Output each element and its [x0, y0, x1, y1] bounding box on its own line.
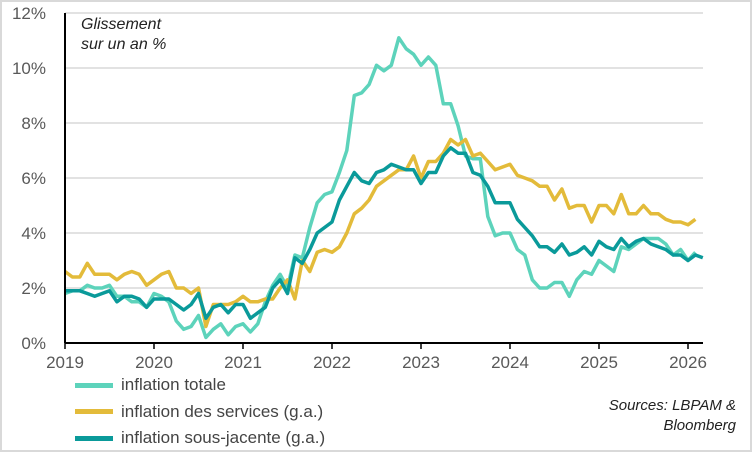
x-tick-label: 2022 — [313, 353, 351, 372]
y-tick-label: 8% — [21, 114, 46, 133]
axes — [64, 13, 703, 349]
x-tick-label: 2023 — [402, 353, 440, 372]
x-tick-label: 2026 — [669, 353, 707, 372]
x-tick-label: 2021 — [224, 353, 262, 372]
series-line-total — [64, 36, 697, 340]
legend-item-core: inflation sous-jacente (g.a.) — [75, 425, 325, 452]
legend-item-total: inflation totale — [75, 372, 325, 399]
legend-label-services: inflation des services (g.a.) — [121, 401, 324, 421]
legend-item-services: inflation des services (g.a.) — [75, 399, 325, 426]
x-tick-label: 2020 — [135, 353, 173, 372]
chart-annotation: Glissement sur un an % — [81, 15, 166, 55]
annotation-line-2: sur un an % — [81, 36, 167, 53]
annotation-line-1: Glissement — [81, 16, 162, 33]
x-tick-label: 2024 — [491, 353, 529, 372]
sources-note: Sources: LBPAM & Bloomberg — [609, 396, 736, 436]
y-tick-label: 2% — [21, 279, 46, 298]
series-line-services — [63, 137, 697, 329]
x-tick-label: 2025 — [580, 353, 618, 372]
legend-swatch-total — [75, 382, 113, 388]
sources-line-1: Sources: LBPAM & — [608, 397, 736, 414]
y-tick-label: 12% — [12, 4, 46, 23]
x-tick-label: 2019 — [46, 353, 84, 372]
sources-line-2: Bloomberg — [663, 417, 736, 434]
series-lines — [63, 36, 704, 340]
legend-swatch-services — [75, 409, 113, 415]
legend-swatch-core — [75, 435, 113, 441]
gridlines — [65, 12, 703, 289]
legend-label-total: inflation totale — [121, 375, 226, 395]
tick-labels: 0% 2% 4% 6% 8% 10% 12% 2019 2020 2021 2022 2023 2024… — [12, 4, 707, 372]
legend: inflation totale inflation des services … — [75, 372, 325, 452]
y-tick-label: 0% — [21, 334, 46, 353]
legend-label-core: inflation sous-jacente (g.a.) — [121, 428, 326, 448]
series-line-core — [65, 146, 704, 321]
y-tick-label: 10% — [12, 59, 46, 78]
y-tick-label: 4% — [21, 224, 46, 243]
y-tick-label: 6% — [21, 169, 46, 188]
